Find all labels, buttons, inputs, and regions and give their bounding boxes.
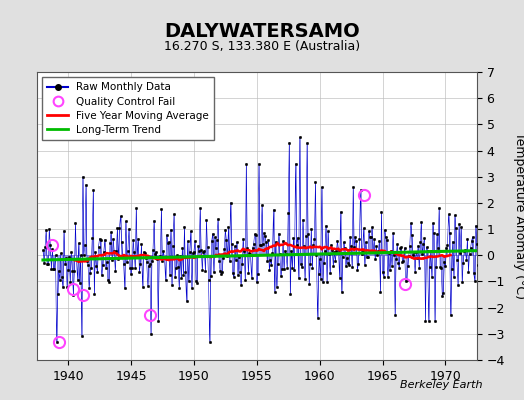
Text: 16.270 S, 133.380 E (Australia): 16.270 S, 133.380 E (Australia) <box>164 40 360 53</box>
Text: DALYWATERSAMO: DALYWATERSAMO <box>164 22 360 41</box>
Text: Berkeley Earth: Berkeley Earth <box>400 380 482 390</box>
Legend: Raw Monthly Data, Quality Control Fail, Five Year Moving Average, Long-Term Tren: Raw Monthly Data, Quality Control Fail, … <box>42 77 214 140</box>
Y-axis label: Temperature Anomaly (°C): Temperature Anomaly (°C) <box>513 132 524 300</box>
